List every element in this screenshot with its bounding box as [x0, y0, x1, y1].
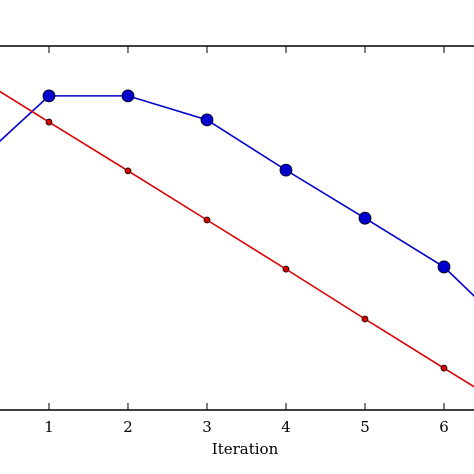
data-point [42, 89, 56, 103]
data-point [200, 113, 214, 127]
data-point [124, 167, 132, 175]
data-point [358, 211, 372, 225]
series-line [0, 90, 474, 388]
data-point [437, 260, 451, 274]
data-point [203, 216, 211, 224]
x-tick-label: 3 [202, 418, 212, 436]
plot-area [0, 89, 474, 388]
x-axis-label: Iteration [212, 440, 279, 458]
x-tick-label: 6 [439, 418, 449, 436]
data-point [282, 265, 290, 273]
x-tick-label: 1 [44, 418, 54, 436]
data-point [45, 118, 53, 126]
x-tick-label: 4 [281, 418, 291, 436]
data-point [440, 364, 448, 372]
x-tick-label: 2 [123, 418, 133, 436]
data-point [121, 89, 135, 103]
data-point [361, 315, 369, 323]
series-line [0, 95, 474, 297]
data-point [279, 163, 293, 177]
x-tick-label: 5 [360, 418, 370, 436]
